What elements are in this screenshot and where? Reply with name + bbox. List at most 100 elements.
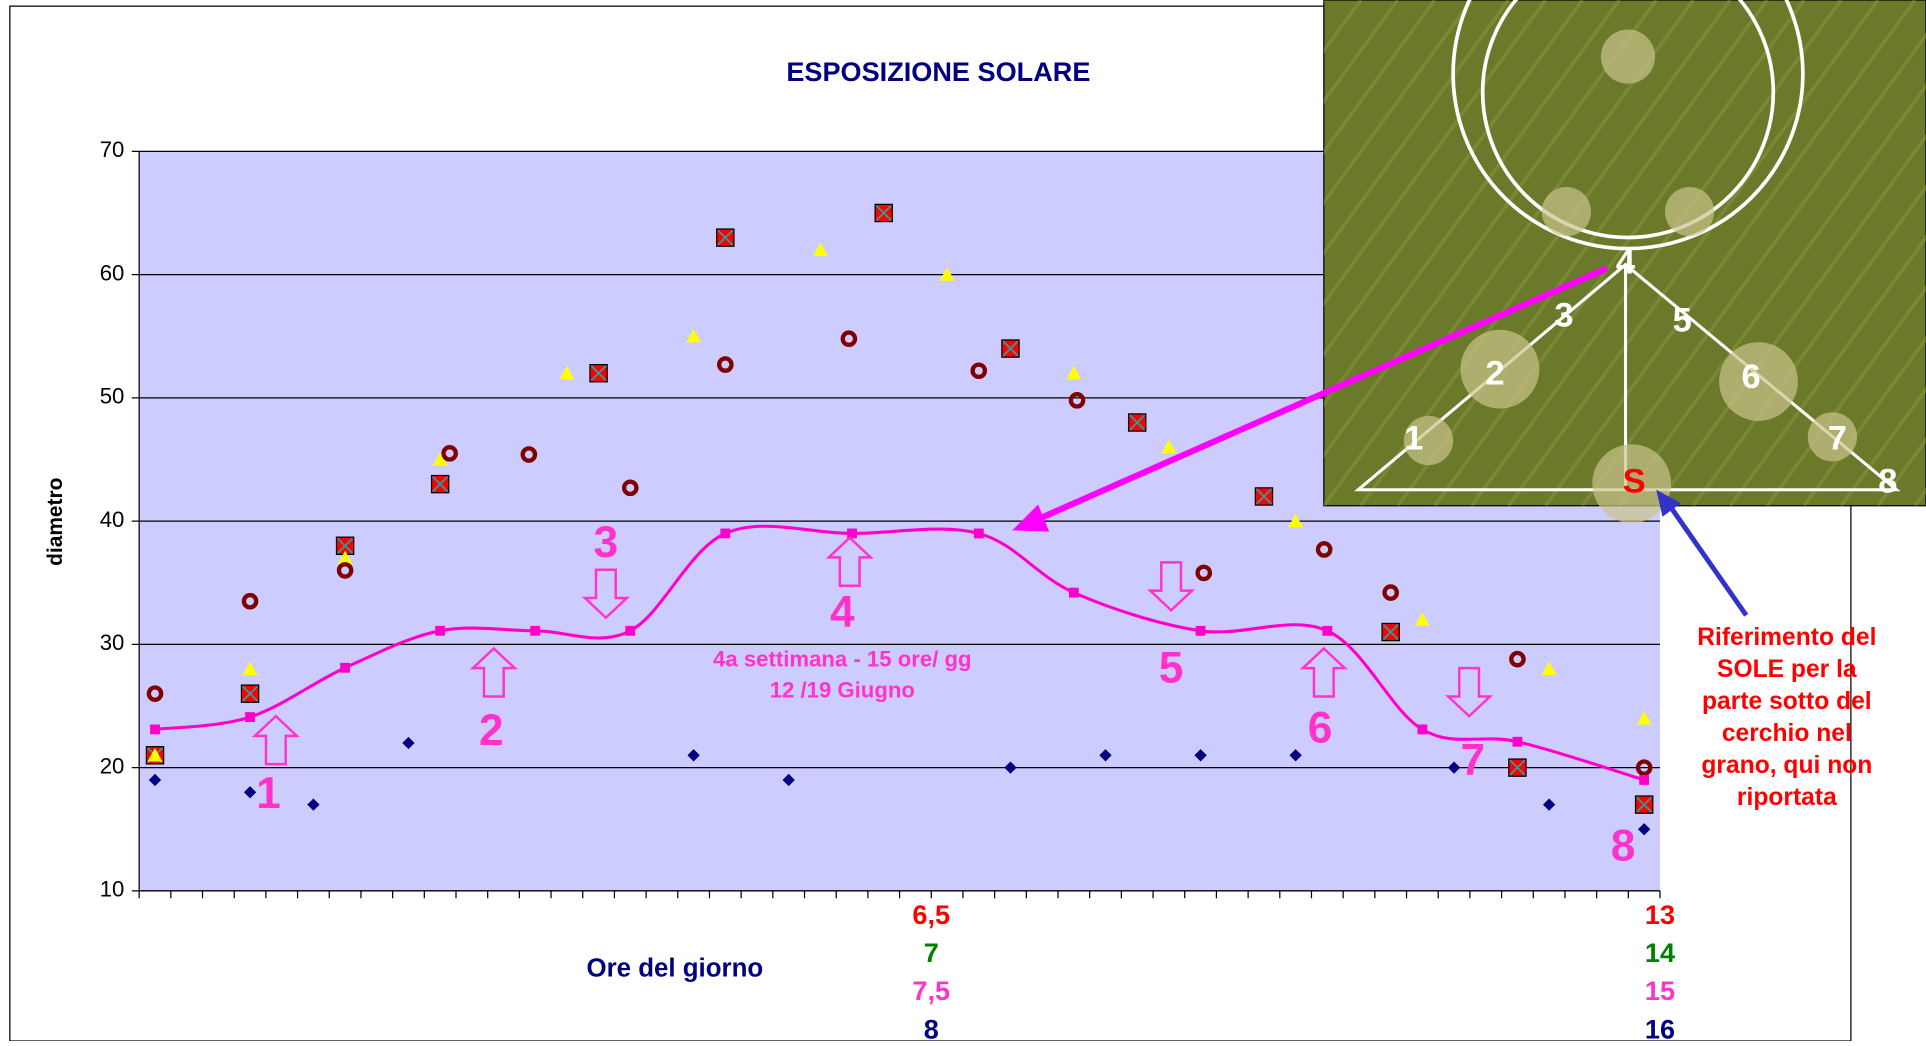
square-cross [1636, 796, 1653, 813]
photo-stripe [1323, 0, 1437, 155]
line-point [340, 662, 351, 673]
line-point [973, 528, 984, 539]
ring-point [717, 356, 734, 373]
series-line [154, 524, 1645, 782]
note-text: SOLE per la [1717, 656, 1857, 683]
triangle-point [686, 328, 702, 343]
x-tick-label: 8 [924, 1013, 939, 1041]
line-point [720, 528, 731, 539]
square-point [1634, 795, 1654, 814]
square-cross [1129, 414, 1146, 431]
annotation-number: 6 [1308, 704, 1333, 753]
triangle-point [1288, 513, 1304, 528]
note-text: cerchio nel [1722, 720, 1852, 747]
annotation-arrow [1445, 666, 1494, 718]
ring-point [1195, 564, 1213, 582]
photo-stripe [1323, 0, 1584, 358]
triangle-point [1636, 710, 1652, 725]
triangle-point [432, 452, 448, 466]
square-point [1001, 339, 1020, 358]
photo-label: S [1623, 463, 1646, 501]
square-cross [1255, 488, 1272, 505]
photo-stripe [1654, 133, 1926, 506]
x-axis-label: Ore del giorno [586, 954, 763, 982]
photo-label: 6 [1742, 358, 1761, 396]
pointer-arrow [1670, 508, 1749, 617]
x-tick-label: 7 [924, 937, 939, 968]
line-point [530, 625, 541, 636]
annotation-arrow [581, 568, 630, 620]
photo-circle [1664, 187, 1715, 237]
square-point [1254, 487, 1274, 506]
line-point [1417, 724, 1428, 735]
line-point [1639, 775, 1650, 785]
ring-point [840, 330, 858, 348]
triangle-point [337, 550, 353, 565]
photo-circle [1541, 187, 1592, 237]
photo-circle [1807, 412, 1858, 462]
diamond-point [1004, 761, 1017, 774]
ring-point [621, 479, 639, 497]
y-tick-label: 50 [100, 384, 125, 409]
triangle-point [1066, 365, 1082, 380]
photo-stripe [1396, 0, 1769, 506]
photo-label: 2 [1485, 354, 1504, 392]
triangle-point [812, 242, 828, 257]
square-cross [1509, 759, 1526, 776]
annotation-text: 4a settimana - 15 ore/ gg [713, 647, 972, 672]
x-tick-label: 15 [1645, 975, 1675, 1006]
annotation-arrow [1147, 561, 1196, 613]
photo-stripe [1323, 0, 1511, 256]
y-tick-label: 20 [100, 753, 125, 778]
line-point [150, 724, 160, 735]
x-tick-label: 13 [1645, 899, 1675, 930]
line-point [1512, 736, 1523, 747]
ring-point [336, 562, 354, 579]
y-tick-label: 40 [100, 507, 125, 532]
note-text: Riferimento del [1697, 624, 1876, 651]
photo-label: 1 [1404, 420, 1423, 458]
photo-stripe [1470, 0, 1843, 506]
pointer-head [1012, 504, 1050, 532]
note-text: riportata [1737, 784, 1837, 811]
photo-stripe [1802, 335, 1926, 506]
photo-stripe [1323, 0, 1695, 506]
diamond-point [148, 773, 162, 787]
ring-point [1635, 759, 1653, 776]
y-axis-label: diametro [44, 478, 67, 566]
square-cross [1382, 624, 1399, 641]
photo-circle [1719, 342, 1798, 421]
photo-stripe [1691, 183, 1926, 506]
photo-stripe [1839, 386, 1926, 506]
photo-stripe [1323, 0, 1474, 206]
ring-point [1068, 392, 1086, 409]
photo-label: 3 [1554, 297, 1573, 335]
square-point [335, 536, 355, 555]
square-point [1381, 622, 1400, 642]
photo-stripe [1617, 82, 1926, 506]
annotation-text: 12 /19 Giugno [770, 677, 915, 702]
triangle-point [559, 365, 575, 380]
square-cross [875, 204, 892, 222]
triangle-point [242, 661, 258, 676]
diamond-point [1638, 823, 1651, 836]
photo-circle [1460, 329, 1540, 409]
photo-label: 8 [1878, 463, 1897, 501]
photo-circle [1403, 415, 1454, 466]
ring-point [441, 445, 458, 462]
diamond-point [1194, 749, 1207, 762]
square-point [1127, 413, 1147, 432]
line-point [1195, 625, 1206, 636]
line-point [245, 712, 255, 723]
annotation-arrow [469, 646, 518, 698]
photo-stripe [1543, 0, 1917, 506]
annotation-number: 3 [594, 518, 619, 567]
photo-label: 7 [1828, 420, 1847, 458]
annotation-number: 8 [1611, 822, 1636, 871]
square-point [430, 474, 450, 494]
photo-stripe [1323, 0, 1658, 459]
photo-stripe [1580, 32, 1926, 506]
photo-stripe [1433, 0, 1806, 506]
square-cross [432, 476, 449, 493]
